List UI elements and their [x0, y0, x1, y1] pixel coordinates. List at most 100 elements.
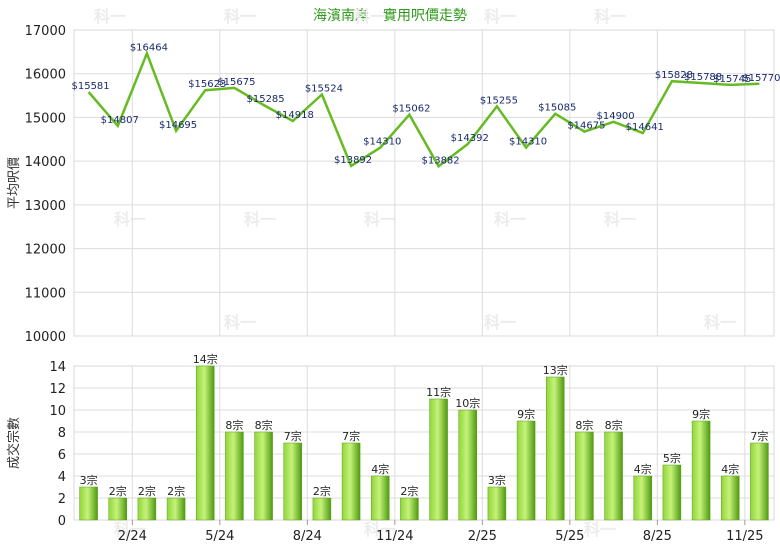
volume-data-label: 7宗	[284, 429, 302, 443]
volume-bar	[458, 409, 477, 521]
watermark-text: 科一	[94, 7, 126, 26]
price-data-label: $14807	[101, 115, 139, 126]
volume-data-label: 7宗	[342, 429, 360, 443]
price-data-labels: $15581 $14807 $16464 $14695 $15623$15675 $152…	[71, 42, 780, 166]
price-data-label: $14310	[363, 137, 401, 148]
bottom-grid	[74, 365, 774, 521]
volume-data-label: 2宗	[313, 484, 331, 498]
top-y-tick-label: 17000	[25, 24, 66, 39]
watermark-text: 科一	[604, 210, 636, 229]
volume-bar	[750, 442, 769, 521]
top-y-tick-label: 10000	[25, 330, 66, 345]
watermark-text: 科一	[354, 7, 386, 26]
top-y-tick-label: 15000	[25, 111, 66, 126]
volume-bar	[575, 431, 594, 521]
price-data-label: $14918	[276, 110, 314, 121]
top-y-tick-label: 11000	[25, 286, 66, 301]
price-data-label: $15770	[742, 73, 780, 84]
price-data-label: $15085	[538, 103, 576, 114]
price-data-label: $15062	[392, 104, 430, 115]
volume-data-label: 10宗	[455, 396, 480, 410]
watermark-text: 科一	[594, 7, 626, 26]
volume-bar	[196, 365, 215, 521]
x-axis: 2/24 5/24 8/24 11/24 2/25 5/25 8/25 11/25	[118, 520, 764, 544]
volume-bar	[487, 486, 507, 521]
volume-bar	[137, 497, 157, 521]
watermark-text: 科一	[224, 7, 256, 26]
volume-data-label: 11宗	[426, 385, 451, 399]
x-tick-label: 11/24	[376, 529, 413, 544]
price-data-label: $15675	[217, 77, 255, 88]
volume-bar	[254, 431, 273, 521]
x-tick-label: 11/25	[726, 529, 763, 544]
price-data-label: $15745	[713, 74, 751, 85]
volume-data-label: 8宗	[255, 418, 273, 432]
price-data-label: $15285	[246, 94, 284, 105]
volume-bar	[429, 398, 448, 521]
price-data-label: $14900	[596, 111, 634, 122]
volume-data-label: 4宗	[721, 462, 739, 476]
bottom-y-tick-label: 14	[49, 360, 66, 375]
watermark-text: 科一	[224, 313, 256, 332]
price-data-label: $15524	[305, 84, 343, 95]
volume-bar	[400, 497, 419, 521]
watermark-text: 科一	[114, 520, 146, 539]
watermark-text: 科一	[484, 7, 516, 26]
volume-data-label: 2宗	[167, 484, 185, 498]
bottom-plot-frame	[73, 365, 775, 521]
price-data-label: $15828	[655, 70, 693, 81]
volume-data-label: 2宗	[138, 484, 156, 498]
volume-bars	[79, 365, 769, 521]
volume-bar	[341, 442, 361, 521]
top-grid	[74, 29, 774, 337]
x-tick-label: 2/24	[118, 529, 147, 544]
volume-bar	[371, 475, 390, 521]
volume-bar	[283, 442, 302, 521]
bottom-y-axis: 0 2 4 6 8 10 12 14	[49, 360, 66, 529]
price-data-label: $15255	[480, 95, 518, 106]
top-y-axis: 10000 11000 12000 13000 14000 15000 16000 17000	[25, 24, 66, 345]
top-y-axis-label: 平均呎價	[7, 157, 22, 209]
watermark-text: 科一	[584, 520, 616, 539]
volume-bar	[312, 497, 332, 521]
volume-bar	[721, 475, 740, 521]
x-tick-label: 5/25	[555, 529, 584, 544]
volume-bar	[633, 475, 652, 521]
volume-bar	[166, 497, 186, 521]
price-data-label: $16464	[130, 42, 168, 53]
volume-data-label: 4宗	[634, 462, 652, 476]
volume-data-label: 13宗	[543, 363, 568, 377]
watermark-text: 科一	[364, 210, 396, 229]
volume-data-label: 9宗	[692, 407, 710, 421]
price-data-label: $14310	[509, 137, 547, 148]
volume-data-label: 7宗	[750, 429, 768, 443]
bottom-y-tick-label: 8	[58, 426, 66, 441]
price-series-line	[87, 49, 760, 169]
top-y-tick-label: 16000	[25, 68, 66, 83]
bottom-y-tick-label: 12	[49, 382, 66, 397]
volume-data-label: 8宗	[605, 418, 623, 432]
volume-bar	[225, 431, 244, 521]
x-tick-label: 8/24	[293, 529, 322, 544]
volume-data-label: 8宗	[225, 418, 243, 432]
bottom-y-tick-label: 10	[49, 404, 66, 419]
volume-data-label: 5宗	[663, 451, 681, 465]
volume-bar	[662, 464, 682, 521]
top-y-tick-label: 13000	[25, 199, 66, 214]
price-data-label: $14695	[159, 120, 197, 131]
volume-data-label: 4宗	[371, 462, 389, 476]
x-tick-label: 5/24	[205, 529, 234, 544]
price-data-label: $13882	[421, 155, 459, 166]
watermark-text: 科一	[494, 210, 526, 229]
watermark-text: 科一	[704, 313, 736, 332]
volume-data-label: 3宗	[488, 473, 506, 487]
watermark-text: 科一	[364, 520, 396, 539]
chart-title: 海濱南岸 - 實用呎價走勢	[313, 7, 467, 24]
volume-data-label: 3宗	[80, 473, 98, 487]
price-data-label: $15581	[71, 81, 109, 92]
volume-data-labels: 3宗 2宗 2宗 2宗 14宗 8宗 8宗 7宗 2宗 7宗 4宗 2宗 11宗 10宗 3宗 9宗 13宗 8宗…	[80, 352, 769, 498]
volume-bar	[79, 486, 98, 521]
price-data-label: $15623	[188, 79, 226, 90]
